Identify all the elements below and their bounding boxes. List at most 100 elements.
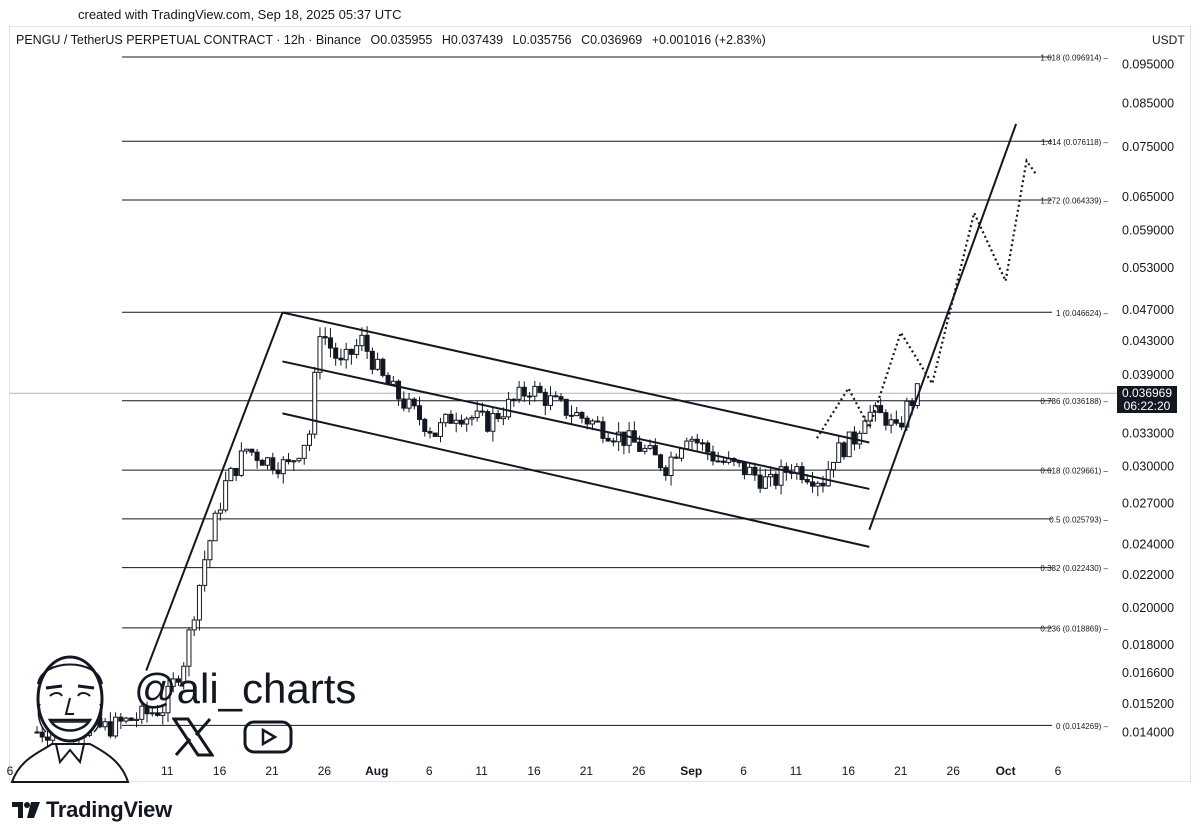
- candle-down: [595, 420, 601, 423]
- candle-up: [684, 440, 690, 450]
- candle-up: [238, 450, 244, 476]
- candle-up: [830, 461, 836, 471]
- candle-down: [254, 451, 260, 461]
- candle-up: [170, 678, 176, 687]
- candle-down: [663, 467, 669, 477]
- y-tick: 0.018000: [1122, 638, 1174, 652]
- candle-down: [380, 358, 386, 376]
- last-price-value: 0.036969: [1121, 386, 1173, 400]
- chart-frame: [9, 26, 1191, 782]
- impulse-line: [145, 312, 284, 671]
- candle-down: [401, 398, 407, 409]
- x-logo-icon[interactable]: [171, 717, 215, 762]
- x-tick: 21: [265, 764, 279, 778]
- candle-down: [757, 474, 763, 489]
- candle-up: [375, 358, 381, 370]
- candle-down: [584, 417, 590, 425]
- candle-up: [762, 476, 768, 489]
- symbol-title[interactable]: PENGU / TetherUS PERPETUAL CONTRACT · 12…: [16, 33, 362, 47]
- bar-countdown: 06:22:20: [1123, 399, 1171, 413]
- x-tick: 26: [632, 764, 646, 778]
- x-tick: Aug: [365, 764, 388, 778]
- candle-down: [427, 431, 433, 434]
- candle-down: [883, 412, 889, 426]
- fib-label-0.382: 0.382 (0.022430) –: [1040, 564, 1108, 573]
- youtube-icon[interactable]: [243, 720, 293, 759]
- x-tick: Oct: [996, 764, 1016, 778]
- candle-up: [212, 512, 218, 542]
- candle-down: [233, 467, 239, 476]
- fib-label-1.618: 1.618 (0.096914) –: [1040, 54, 1108, 63]
- candle-down: [333, 347, 339, 359]
- y-tick: 0.059000: [1122, 224, 1174, 238]
- fib-label-0: 0 (0.014269) –: [1056, 722, 1109, 731]
- candle-up: [836, 442, 842, 463]
- candle-up: [123, 717, 129, 722]
- candle-down: [144, 705, 150, 715]
- candle-up: [301, 444, 307, 459]
- candle-down: [458, 419, 464, 425]
- tradingview-logo-icon: [12, 802, 40, 818]
- x-tick: 16: [213, 764, 227, 778]
- candle-down: [175, 678, 181, 683]
- ohlc-close: C0.036969: [581, 33, 643, 47]
- candle-up: [244, 448, 250, 452]
- candle-down: [128, 717, 134, 721]
- candle-down: [710, 451, 716, 462]
- candle-up: [406, 398, 412, 409]
- x-tick: 21: [580, 764, 594, 778]
- x-tick: 16: [842, 764, 856, 778]
- price-change: +0.001016 (+2.83%): [651, 33, 766, 47]
- candle-down: [348, 348, 354, 355]
- fib-label-1: 1 (0.046624) –: [1056, 309, 1109, 318]
- candle-up: [574, 412, 580, 417]
- candle-down: [327, 337, 333, 349]
- candle-up: [186, 629, 192, 667]
- y-tick: 0.024000: [1122, 537, 1174, 551]
- candle-down: [270, 457, 276, 471]
- candle-up: [490, 413, 496, 432]
- candle-down: [44, 736, 50, 741]
- fib-label-0.786: 0.786 (0.036188) –: [1040, 397, 1108, 406]
- y-tick: 0.016600: [1122, 666, 1174, 680]
- candle-down: [495, 413, 501, 420]
- currency-label[interactable]: USDT: [1152, 33, 1185, 47]
- candle-up: [778, 466, 784, 486]
- projected-path: [816, 157, 1038, 439]
- y-tick: 0.043000: [1122, 334, 1174, 348]
- candle-down: [773, 473, 779, 486]
- candle-down: [631, 430, 637, 443]
- candle-down: [804, 479, 810, 483]
- candle-up: [846, 431, 852, 458]
- candle-down: [385, 374, 391, 385]
- candle-up: [134, 718, 140, 721]
- last-price-tag: 0.036969 06:22:20: [1117, 386, 1177, 413]
- x-tick: 11: [475, 764, 488, 778]
- candle-up: [469, 417, 475, 420]
- candle-down: [720, 460, 726, 463]
- candle-up: [679, 448, 685, 459]
- y-tick: 0.015200: [1122, 697, 1174, 711]
- tradingview-logo[interactable]: TradingView: [12, 797, 172, 823]
- symbol-header: PENGU / TetherUS PERPETUAL CONTRACT · 12…: [16, 33, 772, 47]
- candle-down: [39, 731, 45, 738]
- y-axis: 0.095000 0.085000 0.075000 0.065000 0.059000…: [1122, 58, 1174, 740]
- candle-up: [359, 334, 365, 347]
- ohlc-high: H0.037439: [441, 33, 504, 47]
- channel-upper-line: [282, 311, 870, 444]
- candle-down: [568, 414, 574, 417]
- ohlc-low: L0.035756: [512, 33, 572, 47]
- y-tick: 0.075000: [1122, 140, 1174, 154]
- candle-down: [673, 456, 679, 459]
- candle-down: [558, 396, 564, 400]
- candle-up: [516, 386, 522, 400]
- x-tick: 26: [947, 764, 961, 778]
- candle-up: [196, 584, 202, 621]
- candle-up: [223, 480, 229, 511]
- candle-up: [815, 482, 821, 487]
- candle-down: [621, 431, 627, 446]
- candle-down: [432, 432, 438, 437]
- y-tick: 0.014000: [1122, 726, 1174, 740]
- candle-down: [422, 418, 428, 433]
